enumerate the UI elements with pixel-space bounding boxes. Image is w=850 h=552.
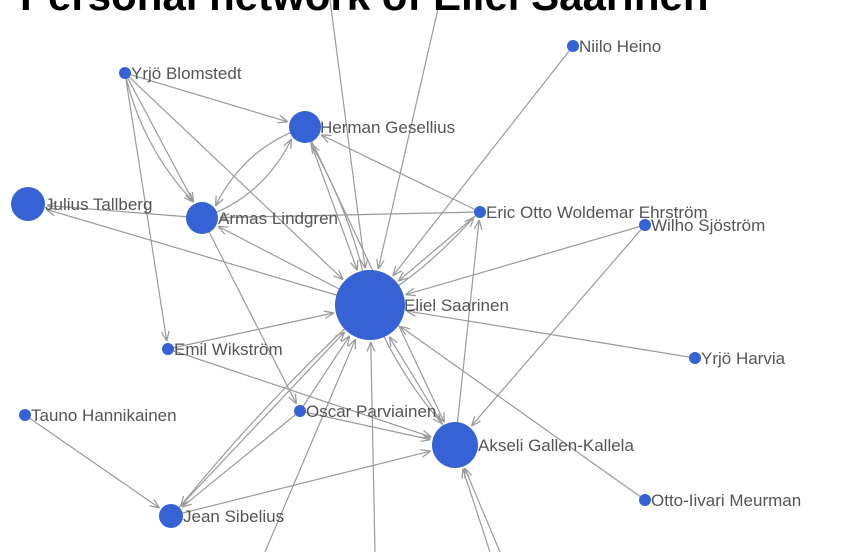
edge bbox=[24, 414, 159, 508]
node-label: Akseli Gallen-Kallela bbox=[478, 436, 634, 455]
edge bbox=[299, 410, 431, 440]
node[interactable] bbox=[289, 111, 321, 143]
node[interactable] bbox=[19, 409, 31, 421]
edge bbox=[167, 313, 334, 350]
edge bbox=[329, 0, 365, 268]
node-label: Eliel Saarinen bbox=[404, 296, 509, 315]
edge bbox=[463, 469, 491, 552]
node[interactable] bbox=[162, 343, 174, 355]
node[interactable] bbox=[119, 67, 131, 79]
node[interactable] bbox=[335, 270, 405, 340]
title: Personal network of Eliel Saarinen bbox=[20, 0, 709, 19]
edge bbox=[170, 332, 345, 517]
node-label: Armas Lindgren bbox=[218, 209, 338, 228]
node[interactable] bbox=[432, 422, 478, 468]
node-label: Otto-Iivari Meurman bbox=[651, 491, 801, 510]
edge bbox=[182, 410, 301, 507]
edge bbox=[124, 72, 194, 202]
edge bbox=[378, 0, 441, 269]
node[interactable] bbox=[186, 202, 218, 234]
node[interactable] bbox=[11, 187, 45, 221]
node-label: Emil Wikström bbox=[174, 340, 283, 359]
edge bbox=[201, 217, 296, 404]
node[interactable] bbox=[639, 494, 651, 506]
node-label: Herman Gesellius bbox=[320, 118, 455, 137]
node-label: Yrjö Blomstedt bbox=[131, 64, 242, 83]
edge bbox=[124, 72, 288, 122]
edge bbox=[124, 72, 167, 341]
edge bbox=[371, 342, 376, 552]
edge bbox=[201, 139, 292, 219]
node[interactable] bbox=[567, 40, 579, 52]
edge bbox=[170, 451, 431, 517]
edge bbox=[181, 304, 371, 506]
edge bbox=[407, 311, 696, 359]
node-label: Oscar Parviainen bbox=[306, 402, 436, 421]
edge bbox=[167, 348, 431, 437]
nodes: Eliel Saarinen Akseli Gallen-Kallela Herma… bbox=[11, 37, 801, 528]
node[interactable] bbox=[689, 352, 701, 364]
node-label: Eric Otto Woldemar Ehrström bbox=[486, 203, 708, 222]
node-label: Tauno Hannikainen bbox=[31, 406, 177, 425]
edge bbox=[220, 211, 481, 218]
node[interactable] bbox=[294, 405, 306, 417]
node-label: Jean Sibelius bbox=[183, 507, 284, 526]
edge bbox=[406, 224, 646, 295]
edge bbox=[124, 72, 194, 202]
node-label: Yrjö Harvia bbox=[701, 349, 786, 368]
edge bbox=[393, 45, 574, 276]
node-label: Wilho Sjöström bbox=[651, 216, 765, 235]
edge bbox=[471, 224, 646, 426]
edge bbox=[400, 326, 646, 501]
edge bbox=[46, 209, 371, 306]
edge bbox=[454, 220, 479, 446]
edge bbox=[465, 468, 501, 552]
edge bbox=[398, 211, 481, 281]
edge bbox=[215, 126, 306, 206]
node[interactable] bbox=[474, 206, 486, 218]
edge bbox=[299, 336, 350, 412]
edge bbox=[264, 339, 356, 552]
node[interactable] bbox=[639, 219, 651, 231]
node[interactable] bbox=[159, 504, 183, 528]
edge bbox=[47, 206, 203, 219]
node-label: Julius Tallberg bbox=[45, 195, 152, 214]
node-label: Niilo Heino bbox=[579, 37, 661, 56]
